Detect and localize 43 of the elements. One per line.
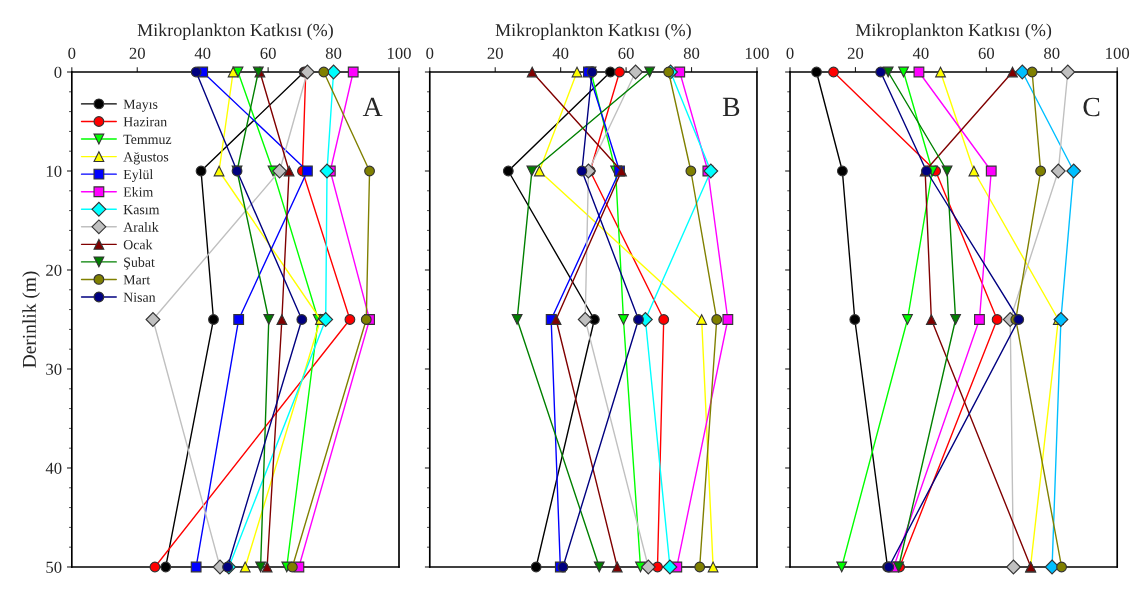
legend-label: Nisan (123, 292, 156, 302)
y-tick-label: 40 (45, 462, 62, 474)
x-tick-label: 20 (487, 47, 503, 59)
annotation: C (1083, 97, 1100, 117)
x-tick-label: 60 (260, 47, 276, 59)
x-tick-label: 60 (978, 47, 995, 59)
legend-label: Mayıs (123, 99, 158, 112)
x-tick-label: 60 (618, 47, 634, 59)
x-tick-label: 20 (847, 47, 864, 59)
y-tick-label: 10 (46, 165, 62, 177)
legend-label: Şubat (124, 257, 155, 270)
legend-label: Ağustos (123, 151, 169, 165)
y-tick-label: 20 (46, 264, 62, 276)
x-tick-label: 20 (129, 47, 145, 59)
annotation: B (722, 97, 740, 117)
legend-label: Eylül (123, 169, 154, 183)
x-tick-label: 100 (387, 47, 411, 59)
annotation: A (362, 97, 383, 117)
x-axis-title: Mikroplankton Katkısı (%) (495, 23, 691, 40)
x-tick-label: 80 (325, 47, 342, 59)
x-tick-label: 100 (745, 47, 769, 59)
x-axis-title: Mikroplankton Katkısı (%) (855, 23, 1052, 40)
legend-label: Aralık (123, 222, 159, 232)
x-tick-label: 100 (1106, 47, 1130, 59)
x-tick-label: 0 (68, 47, 76, 59)
y-tick-label: 50 (46, 561, 62, 573)
x-tick-label: 80 (1044, 47, 1060, 59)
legend-label: Kasım (123, 205, 160, 215)
y-tick-label: 30 (46, 363, 62, 375)
x-tick-label: 80 (683, 47, 700, 59)
x-axis-title: Mikroplankton Katkısı (%) (137, 23, 333, 40)
x-tick-label: 0 (426, 47, 434, 59)
x-tick-label: 40 (912, 47, 929, 59)
x-tick-label: 40 (552, 47, 569, 59)
x-tick-label: 40 (194, 47, 211, 59)
legend-label: Haziran (123, 117, 167, 127)
legend-label: Ekim (123, 186, 154, 197)
y-tick-label: 0 (54, 66, 62, 78)
legend-label: Ocak (123, 239, 153, 250)
x-tick-label: 0 (786, 47, 794, 59)
legend-label: Temmuz (123, 134, 172, 145)
legend-label: Mart (123, 275, 151, 285)
y-axis-title: Derinlik (m) (22, 271, 40, 368)
